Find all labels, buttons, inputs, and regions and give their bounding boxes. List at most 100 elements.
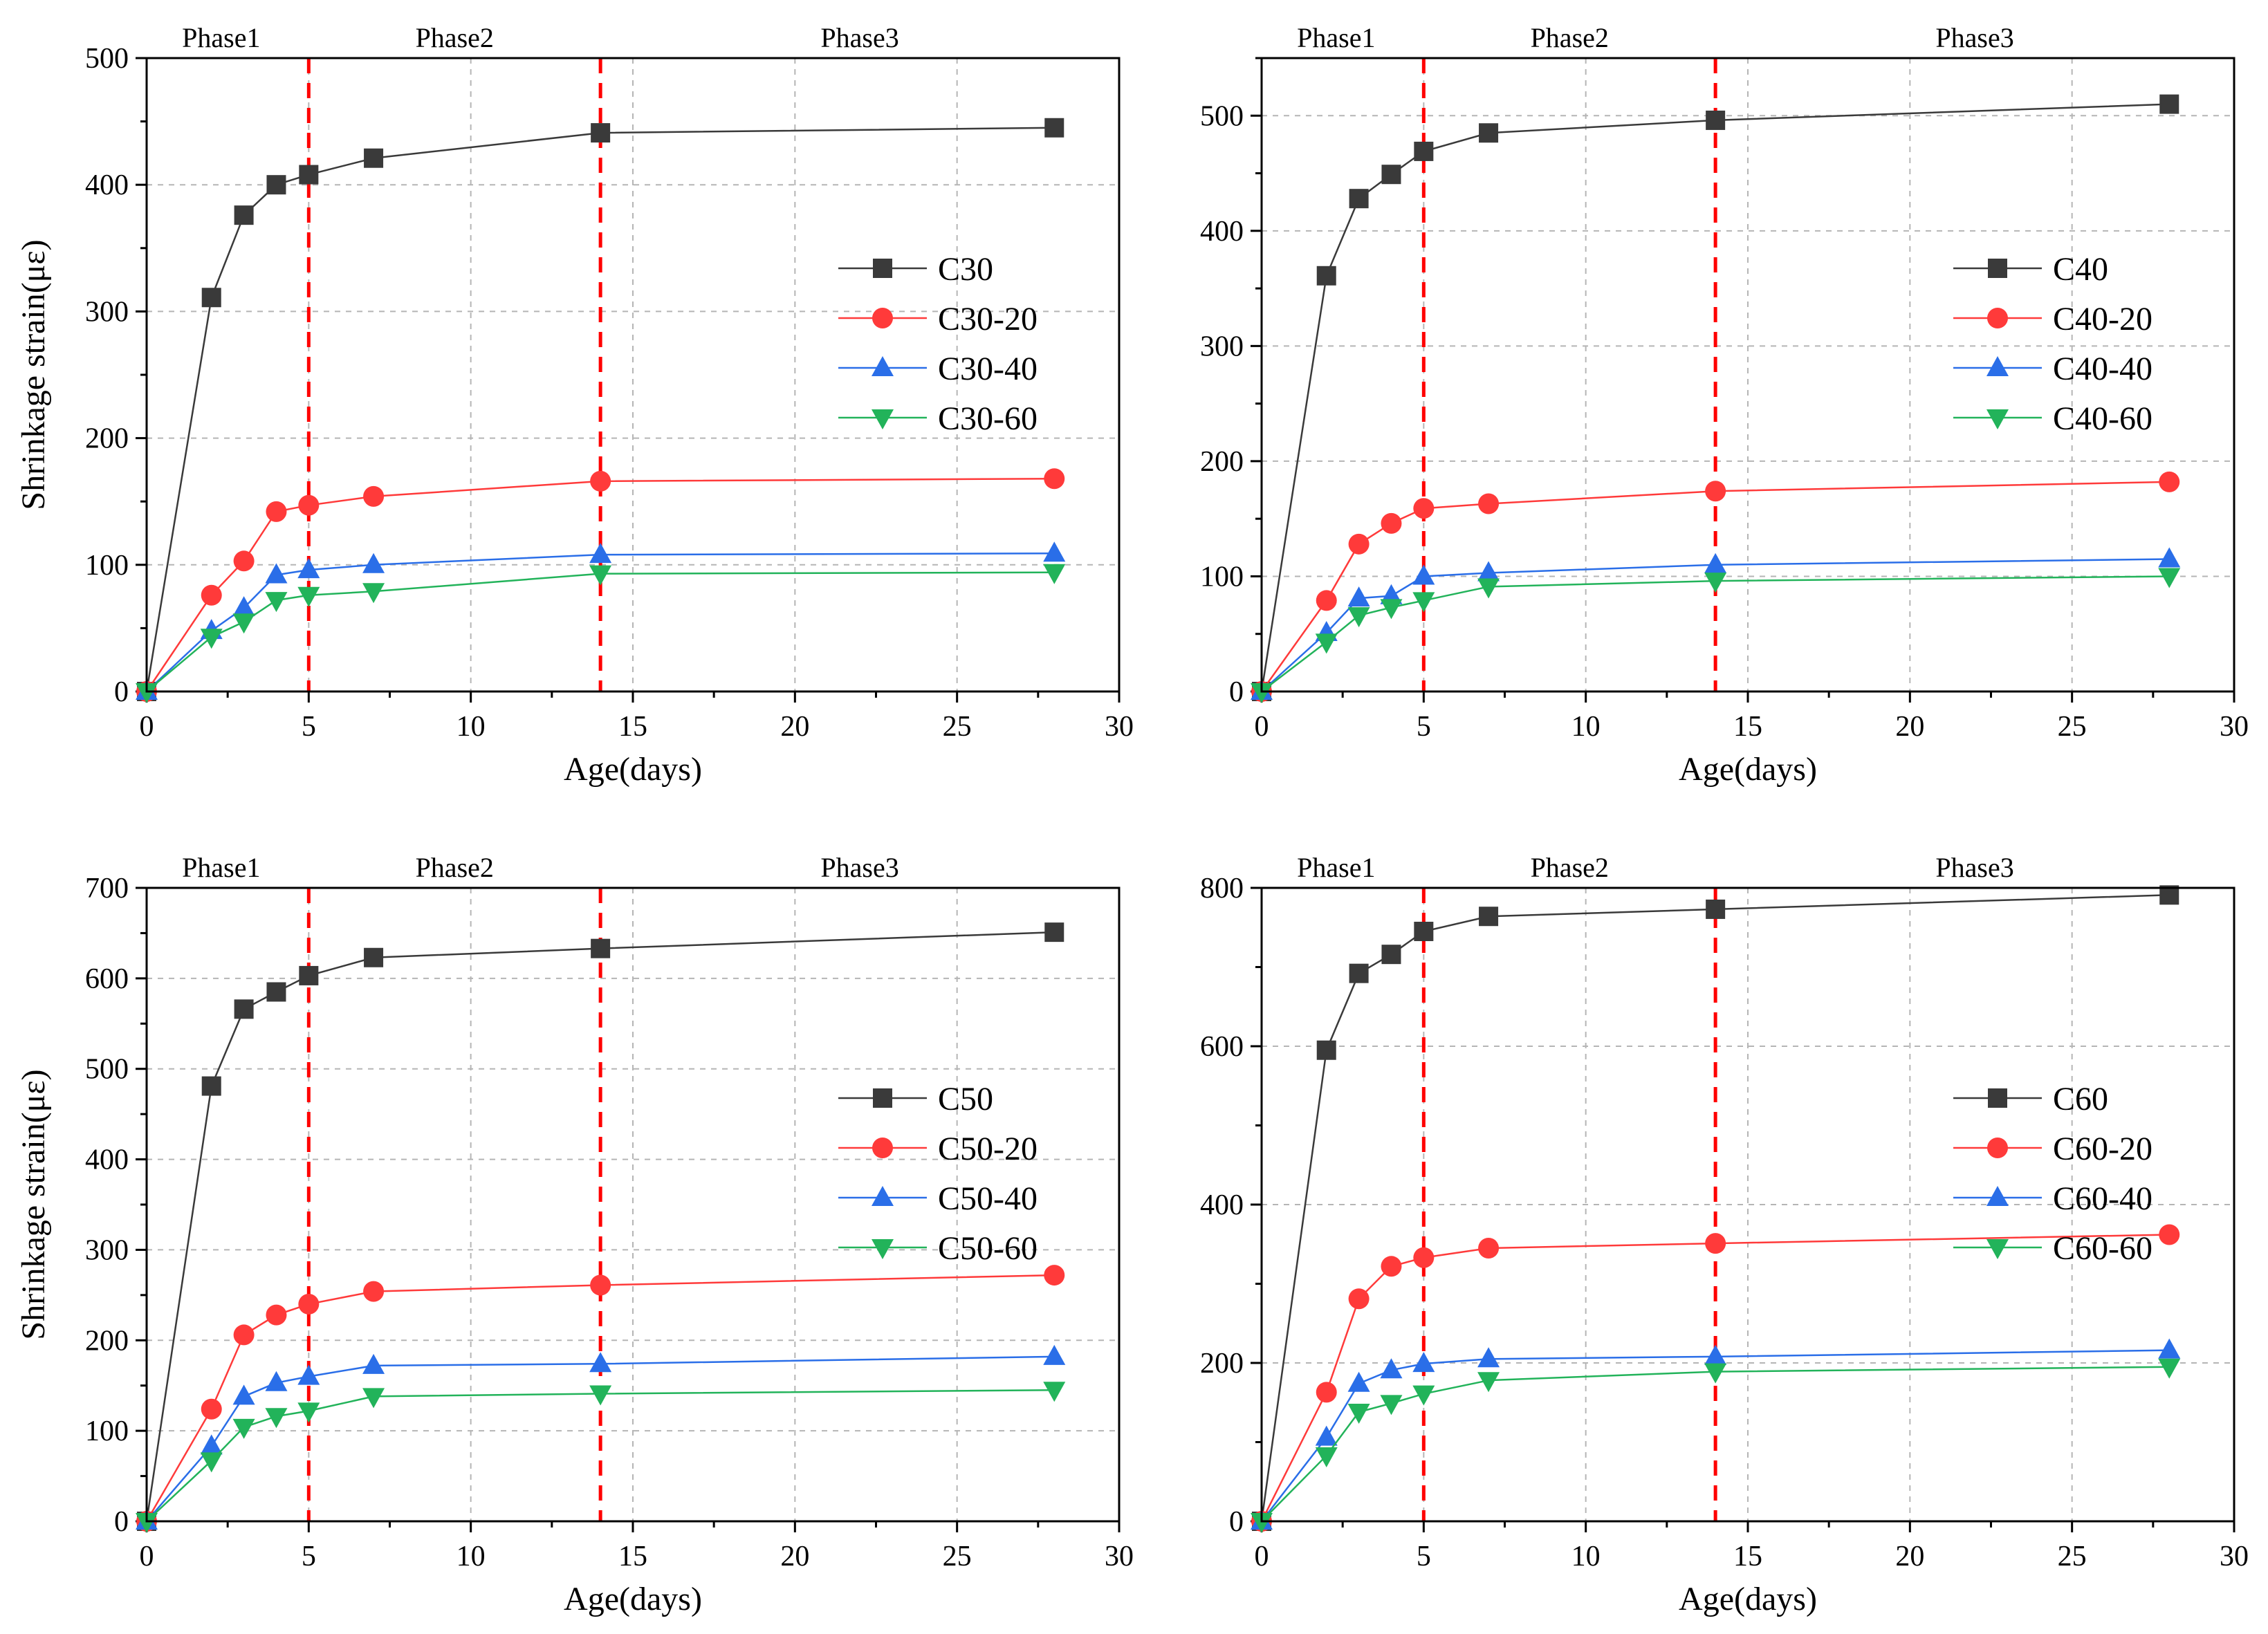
series-line <box>1260 481 2170 692</box>
data-point <box>1347 1371 1370 1392</box>
series-line <box>1261 1349 2170 1522</box>
x-tick-label: 15 <box>618 1541 647 1572</box>
data-point <box>1478 1237 1500 1259</box>
legend-label: C40 <box>2053 251 2108 288</box>
data-point <box>234 205 254 225</box>
data-point <box>234 999 254 1019</box>
y-axis-title: Shrinkage strain(με) <box>15 1069 52 1339</box>
phase-label: Phase2 <box>1531 852 1609 883</box>
series-line <box>1260 1234 2170 1522</box>
data-point <box>1043 1382 1066 1402</box>
y-tick-label: 400 <box>1200 216 1244 248</box>
data-point <box>1706 899 1726 919</box>
data-point <box>299 165 319 185</box>
x-tick-label: 5 <box>1417 1541 1431 1572</box>
data-point <box>1479 123 1499 143</box>
x-axis-title: Age(days) <box>1679 1581 1817 1617</box>
plot-frame <box>1260 886 2235 1523</box>
y-tick-label: 500 <box>85 1054 129 1086</box>
y-tick-label: 0 <box>1229 1506 1244 1538</box>
y-tick-label: 300 <box>85 1234 129 1266</box>
data-point <box>200 629 223 649</box>
data-point <box>1381 945 1401 965</box>
x-axis-title: Age(days) <box>564 751 702 788</box>
x-tick-label: 25 <box>943 711 972 743</box>
y-tick-label: 100 <box>85 550 129 582</box>
x-tick-label: 0 <box>1255 1541 1269 1572</box>
legend-marker <box>1987 1138 2008 1158</box>
x-tick-label: 10 <box>1571 711 1601 743</box>
data-point <box>2159 1224 2180 1245</box>
legend-label: C60-20 <box>2053 1131 2152 1167</box>
y-tick-label: 200 <box>1200 446 1244 478</box>
legend-marker <box>1988 1088 2007 1108</box>
x-tick-label: 0 <box>140 1541 154 1572</box>
legend-marker <box>873 1088 892 1108</box>
data-point <box>1479 907 1499 927</box>
data-point <box>265 1408 288 1429</box>
data-point <box>1251 1513 1273 1533</box>
data-point <box>1044 468 1065 490</box>
legend-marker <box>1988 259 2007 278</box>
data-point <box>233 550 255 572</box>
y-tick-label: 100 <box>1200 561 1244 593</box>
legend-marker <box>872 356 894 376</box>
x-tick-label: 30 <box>1105 1541 1134 1572</box>
phase-label: Phase2 <box>416 22 494 53</box>
y-tick-label: 200 <box>85 1325 129 1357</box>
data-point <box>265 592 288 613</box>
legend: C40 C40-20 C40-40 C40-60 <box>1953 251 2152 437</box>
data-point <box>201 584 222 606</box>
phase-label: Phase1 <box>182 22 260 53</box>
y-tick-label: 400 <box>1200 1189 1244 1221</box>
x-tick-label: 0 <box>140 711 154 743</box>
data-point <box>1413 498 1435 519</box>
x-axis-title: Age(days) <box>564 1581 702 1617</box>
data-point <box>589 565 612 586</box>
legend-label: C50-20 <box>938 1131 1038 1167</box>
data-point <box>2159 471 2180 492</box>
phase-label: Phase2 <box>416 852 494 883</box>
legend-label: C60-40 <box>2053 1180 2152 1217</box>
phase-label: Phase3 <box>1935 22 2013 53</box>
data-point <box>232 613 255 634</box>
data-point <box>299 965 319 985</box>
data-point <box>1043 1344 1066 1365</box>
x-tick-label: 30 <box>1105 711 1134 743</box>
series-line <box>145 127 1055 692</box>
y-tick-label: 0 <box>1229 676 1244 708</box>
data-point <box>1347 1403 1370 1424</box>
chart-panel-bottom-right: 0 5 10 15 20 25 30 0 200 400 600 800 Phase1 Phase2 Pha… <box>1200 852 2249 1617</box>
data-point <box>591 938 611 958</box>
plot-frame <box>1260 57 2235 693</box>
legend-label: C50-60 <box>938 1230 1038 1267</box>
data-point <box>1414 921 1434 941</box>
data-point <box>1316 590 1337 611</box>
data-point <box>2158 1358 2181 1379</box>
series-line <box>145 931 1055 1522</box>
data-point <box>2158 547 2181 568</box>
y-tick-label: 600 <box>1200 1031 1244 1063</box>
legend-marker <box>872 1239 894 1259</box>
x-tick-label: 25 <box>2058 711 2087 743</box>
data-point <box>1044 118 1064 138</box>
data-point <box>1412 564 1435 585</box>
data-point <box>1477 561 1500 582</box>
data-point <box>1381 512 1402 534</box>
legend-label: C30-40 <box>938 351 1038 387</box>
data-point <box>1478 493 1500 514</box>
series-C50-60 <box>136 1382 1066 1533</box>
data-point <box>1043 564 1066 584</box>
data-point <box>591 123 611 143</box>
legend-marker <box>873 259 892 278</box>
legend-label: C30 <box>938 251 993 288</box>
legend: C60 C60-20 C60-40 C60-60 <box>1953 1081 2152 1267</box>
data-point <box>1316 1382 1337 1403</box>
data-point <box>1348 1288 1370 1310</box>
data-point <box>1477 578 1500 599</box>
data-point <box>1251 683 1273 703</box>
x-tick-label: 20 <box>780 711 809 743</box>
data-point <box>1704 1344 1727 1365</box>
x-tick-label: 10 <box>457 1541 486 1572</box>
